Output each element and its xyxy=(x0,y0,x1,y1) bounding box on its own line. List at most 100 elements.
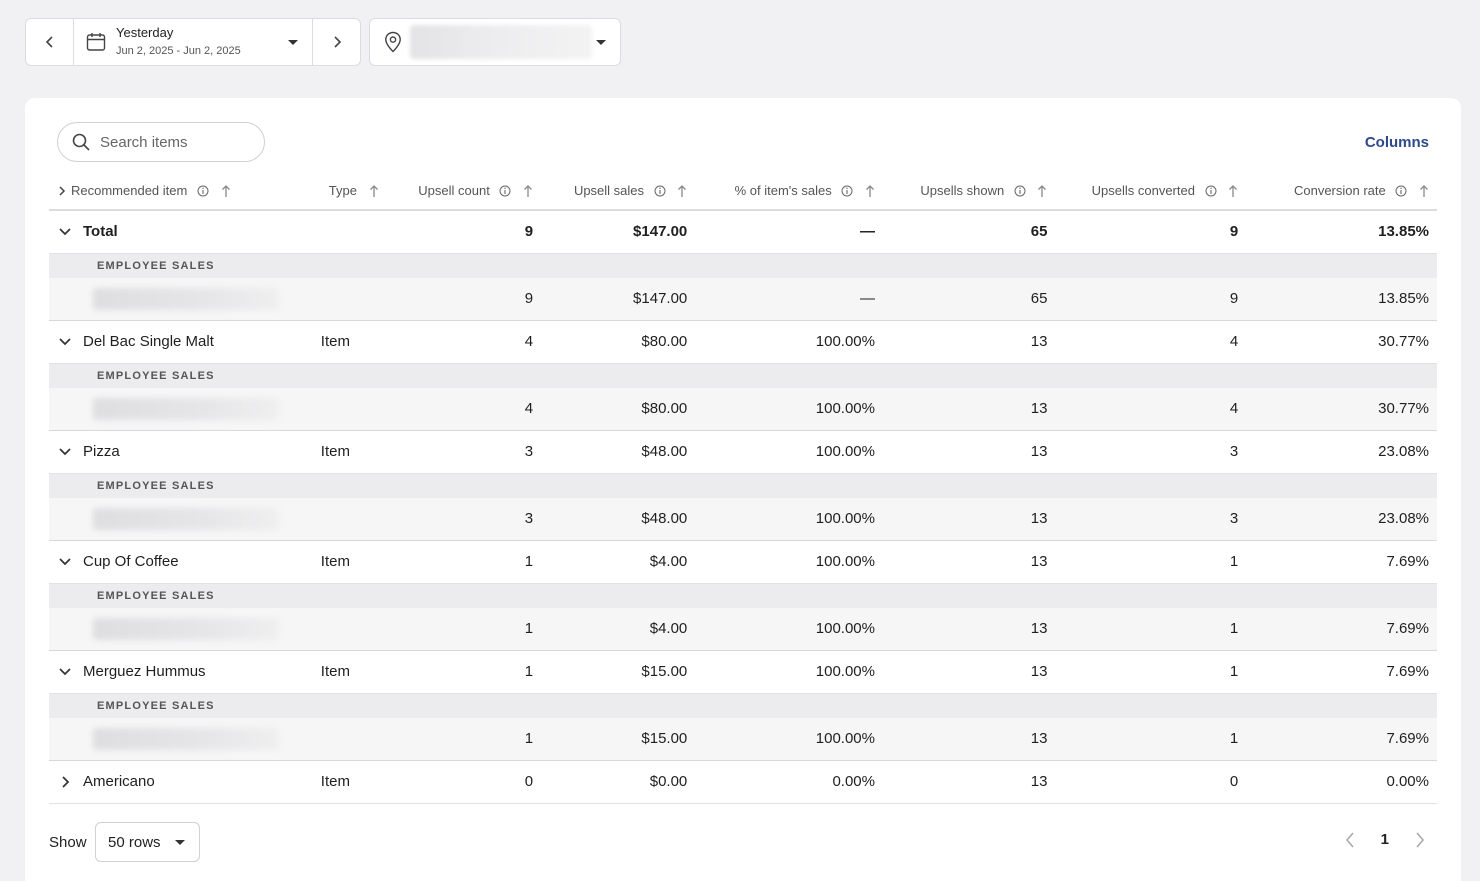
cell-upsells-converted: 3 xyxy=(1055,498,1247,541)
cell-upsell-count: 3 xyxy=(393,498,542,541)
location-pin-icon xyxy=(385,31,401,53)
chevron-right-icon[interactable] xyxy=(1415,831,1425,848)
header-pct-item-sales[interactable]: % of item's sales xyxy=(695,172,883,211)
columns-button[interactable]: Columns xyxy=(1364,134,1429,151)
cell-upsells-shown: 13 xyxy=(882,650,1056,694)
cell-upsell-count: 9 xyxy=(393,210,542,254)
location-name-redacted xyxy=(410,25,592,59)
info-icon[interactable] xyxy=(499,185,511,197)
chevron-down-icon[interactable] xyxy=(57,337,73,347)
chevron-down-icon[interactable] xyxy=(57,557,73,567)
info-icon[interactable] xyxy=(841,185,853,197)
header-upsells-converted[interactable]: Upsells converted xyxy=(1055,172,1247,211)
info-icon[interactable] xyxy=(197,185,209,197)
cell-conversion-rate: 0.00% xyxy=(1246,760,1437,804)
cell-conversion-rate: 7.69% xyxy=(1246,608,1437,651)
chevron-down-icon[interactable] xyxy=(57,447,73,457)
sort-arrow-up-icon[interactable] xyxy=(369,184,379,198)
table-row[interactable]: Del Bac Single Malt Item 4 $80.00 100.00… xyxy=(49,320,1437,364)
sort-arrow-up-icon[interactable] xyxy=(221,184,231,198)
header-type[interactable]: Type xyxy=(312,172,394,211)
employee-name-redacted xyxy=(93,617,279,640)
header-conversion-rate[interactable]: Conversion rate xyxy=(1246,172,1437,211)
header-recommended-item[interactable]: Recommended item xyxy=(49,172,313,211)
cell-upsells-converted: 9 xyxy=(1055,278,1247,321)
caret-down-icon xyxy=(288,40,298,45)
table-header: Recommended item Type Upsell count Upsel… xyxy=(49,172,1437,211)
expand-all-chevron-icon[interactable] xyxy=(57,185,67,197)
cell-conversion-rate: 13.85% xyxy=(1246,278,1437,321)
cell-upsells-shown: 13 xyxy=(882,388,1056,431)
cell-upsell-count: 1 xyxy=(393,540,542,584)
location-dropdown[interactable] xyxy=(369,18,621,66)
search-box xyxy=(57,122,265,162)
rows-per-page-select[interactable]: 50 rows xyxy=(95,822,200,862)
cell-upsells-shown: 13 xyxy=(882,320,1056,364)
cell-upsell-sales: $48.00 xyxy=(541,498,696,541)
cell-upsells-shown: 13 xyxy=(882,760,1056,804)
table-row[interactable]: Americano Item 0 $0.00 0.00% 13 0 0.00% xyxy=(49,760,1437,804)
cell-upsells-converted: 1 xyxy=(1055,718,1247,761)
cell-type: Item xyxy=(312,760,394,804)
header-upsell-count[interactable]: Upsell count xyxy=(393,172,542,211)
cell-upsell-sales: $147.00 xyxy=(541,210,696,254)
chevron-left-icon[interactable] xyxy=(1345,831,1355,848)
date-range-dropdown[interactable]: Yesterday Jun 2, 2025 - Jun 2, 2025 xyxy=(74,19,312,65)
cell-conversion-rate: 30.77% xyxy=(1246,320,1437,364)
cell-pct-item-sales: 100.00% xyxy=(695,718,883,761)
cell-pct-item-sales: 100.00% xyxy=(695,320,883,364)
chevron-left-icon xyxy=(45,36,53,48)
table-row[interactable]: Cup Of Coffee Item 1 $4.00 100.00% 13 1 … xyxy=(49,540,1437,584)
current-page[interactable]: 1 xyxy=(1380,831,1389,848)
employee-name-redacted xyxy=(93,507,279,530)
info-icon[interactable] xyxy=(1395,185,1407,197)
previous-date-button[interactable] xyxy=(26,19,74,65)
cell-pct-item-sales: 100.00% xyxy=(695,498,883,541)
cell-upsell-count: 1 xyxy=(393,608,542,651)
sort-arrow-up-icon[interactable] xyxy=(1228,184,1238,198)
cell-type: Item xyxy=(312,650,394,694)
cell-conversion-rate: 7.69% xyxy=(1246,718,1437,761)
pagination: 1 xyxy=(1345,831,1425,848)
cell-upsells-shown: 13 xyxy=(882,718,1056,761)
employee-sales-header: EMPLOYEE SALES xyxy=(49,253,1437,278)
search-input[interactable] xyxy=(100,133,250,151)
info-icon[interactable] xyxy=(1014,185,1026,197)
upsell-table: Recommended item Type Upsell count Upsel… xyxy=(49,172,1437,804)
sort-arrow-up-icon[interactable] xyxy=(523,184,533,198)
cell-upsells-shown: 13 xyxy=(882,498,1056,541)
cell-upsell-sales: $80.00 xyxy=(541,320,696,364)
sort-arrow-up-icon[interactable] xyxy=(1037,184,1047,198)
employee-sales-header: EMPLOYEE SALES xyxy=(49,583,1437,608)
header-upsells-shown[interactable]: Upsells shown xyxy=(882,172,1056,211)
cell-upsell-count: 1 xyxy=(393,650,542,694)
cell-upsell-count: 3 xyxy=(393,430,542,474)
employee-sales-row: 3 $48.00 100.00% 13 3 23.08% xyxy=(49,498,1437,541)
date-filter-range: Jun 2, 2025 - Jun 2, 2025 xyxy=(116,45,241,57)
info-icon[interactable] xyxy=(654,185,666,197)
header-upsell-sales[interactable]: Upsell sales xyxy=(541,172,696,211)
row-name: Del Bac Single Malt xyxy=(83,333,214,350)
row-name: Merguez Hummus xyxy=(83,663,206,680)
cell-pct-item-sales: 0.00% xyxy=(695,760,883,804)
cell-upsells-converted: 1 xyxy=(1055,650,1247,694)
cell-pct-item-sales: 100.00% xyxy=(695,650,883,694)
row-name: Cup Of Coffee xyxy=(83,553,179,570)
sort-arrow-up-icon[interactable] xyxy=(677,184,687,198)
table-row[interactable]: Merguez Hummus Item 1 $15.00 100.00% 13 … xyxy=(49,650,1437,694)
chevron-right-icon[interactable] xyxy=(57,776,73,788)
chevron-down-icon[interactable] xyxy=(57,667,73,677)
calendar-icon xyxy=(86,33,106,51)
cell-upsell-sales: $4.00 xyxy=(541,608,696,651)
table-row[interactable]: Pizza Item 3 $48.00 100.00% 13 3 23.08% xyxy=(49,430,1437,474)
cell-pct-item-sales: 100.00% xyxy=(695,608,883,651)
cell-upsells-shown: 13 xyxy=(882,608,1056,651)
cell-upsells-shown: 13 xyxy=(882,430,1056,474)
cell-upsell-sales: $15.00 xyxy=(541,718,696,761)
sort-arrow-up-icon[interactable] xyxy=(1419,184,1429,198)
info-icon[interactable] xyxy=(1205,185,1217,197)
row-name: Americano xyxy=(83,773,155,790)
sort-arrow-up-icon[interactable] xyxy=(865,184,875,198)
next-date-button[interactable] xyxy=(312,19,360,65)
chevron-down-icon[interactable] xyxy=(57,227,73,237)
